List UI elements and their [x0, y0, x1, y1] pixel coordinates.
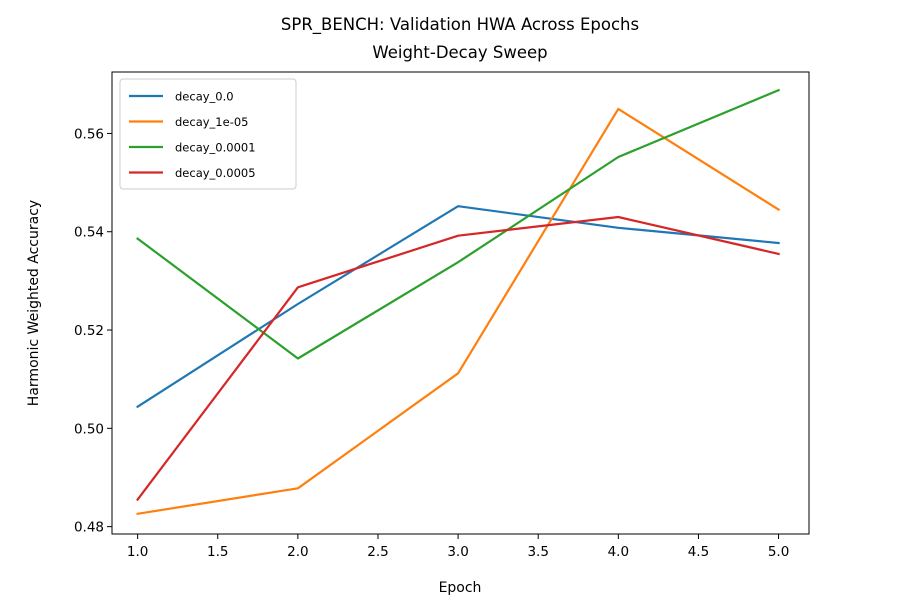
- plot-area: 1.0 1.5 2.0 2.5 3.0 3.5 4.0 4.5 5.0 0.48 0.50 0.52…: [74, 71, 810, 560]
- y-axis-label: Harmonic Weighted Accuracy: [26, 200, 42, 406]
- chart-title: SPR_BENCH: Validation HWA Across Epochs: [281, 15, 639, 35]
- y-tick-label: 0.54: [74, 225, 104, 241]
- series-line-decay-0-0: [136, 205, 780, 409]
- x-tick-label: 5.0: [768, 544, 789, 560]
- legend: decay_0.0 decay_1e-05 decay_0.0001 decay_0.…: [119, 78, 297, 190]
- plot-frame: [111, 71, 810, 535]
- x-tick-label: 1.0: [127, 544, 148, 560]
- series-line-decay-0-0005: [136, 215, 780, 502]
- x-tick-label: 3.0: [447, 544, 468, 560]
- legend-label: decay_0.0005: [175, 166, 256, 180]
- x-tick-label: 2.5: [367, 544, 388, 560]
- x-tick-label: 3.5: [527, 544, 548, 560]
- x-axis: 1.0 1.5 2.0 2.5 3.0 3.5 4.0 4.5 5.0: [127, 534, 789, 560]
- series-line-decay-1e-05: [136, 107, 781, 516]
- y-tick-label: 0.48: [74, 520, 104, 536]
- x-tick-label: 4.0: [608, 544, 629, 560]
- y-tick-label: 0.52: [74, 323, 104, 339]
- legend-box: [119, 78, 297, 190]
- legend-label: decay_0.0: [175, 90, 234, 104]
- x-tick-label: 4.5: [688, 544, 709, 560]
- x-tick-label: 2.0: [287, 544, 308, 560]
- series-lines: [136, 88, 781, 516]
- x-axis-label: Epoch: [439, 580, 482, 596]
- y-tick-label: 0.50: [74, 421, 104, 437]
- series-line-decay-0-0001: [136, 88, 781, 360]
- legend-label: decay_0.0001: [175, 141, 256, 155]
- legend-label: decay_1e-05: [175, 115, 248, 129]
- x-tick-label: 1.5: [207, 544, 228, 560]
- legend-items: decay_0.0 decay_1e-05 decay_0.0001 decay_0.…: [129, 90, 256, 180]
- y-axis: 0.48 0.50 0.52 0.54 0.56: [74, 126, 112, 536]
- y-tick-label: 0.56: [74, 126, 104, 142]
- chart-subtitle: Weight-Decay Sweep: [372, 43, 547, 62]
